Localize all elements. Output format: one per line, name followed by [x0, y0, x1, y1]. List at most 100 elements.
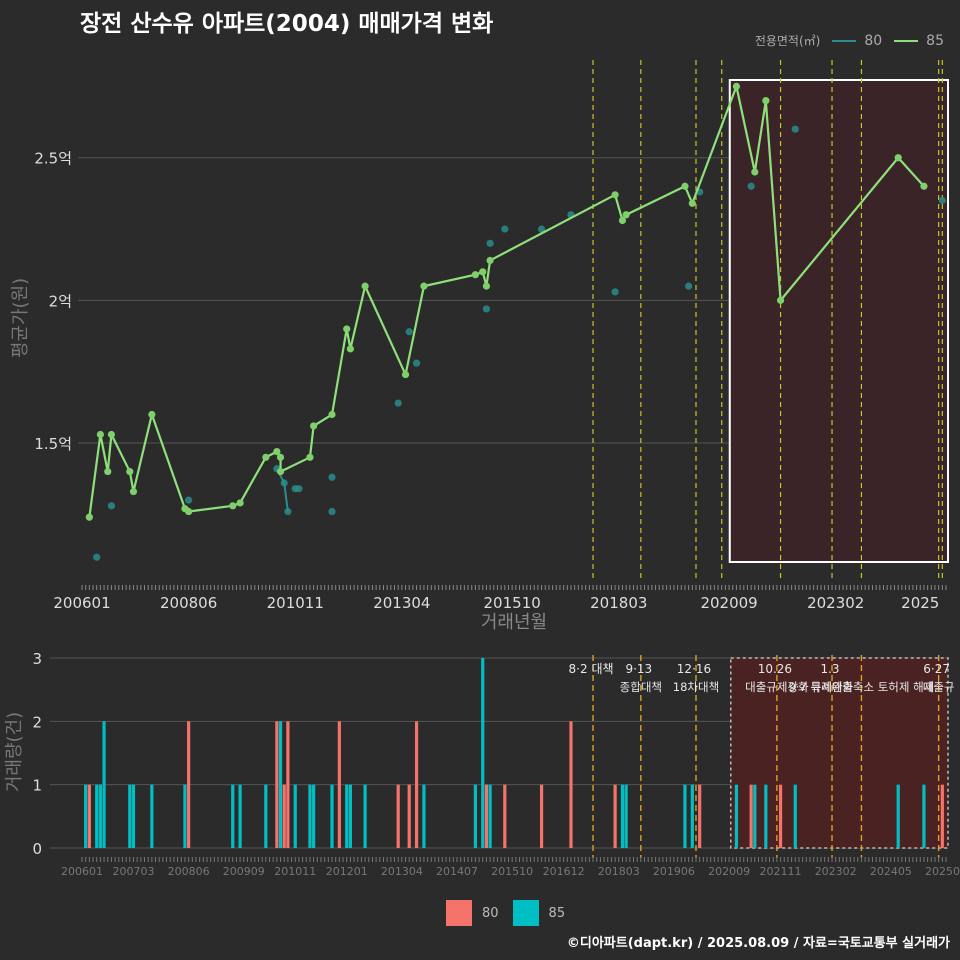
volume-bar	[484, 784, 489, 848]
highlight-box	[728, 79, 949, 563]
volume-bar	[896, 784, 900, 848]
policy-label: 1.3	[820, 662, 839, 676]
volume-bar	[473, 784, 477, 848]
legend-vol-label-80: 80	[482, 905, 499, 921]
vol-x-tick-label: 202009	[708, 865, 750, 878]
volume-bar	[128, 784, 132, 848]
vol-x-tick-label: 201201	[326, 865, 368, 878]
x-tick-label: 2025	[901, 594, 939, 612]
point-80	[93, 553, 101, 561]
point-80	[486, 239, 494, 247]
line-segment-80	[275, 468, 289, 512]
volume-bar	[87, 784, 91, 848]
vol-x-tick-label: 200806	[168, 865, 210, 878]
vol-x-tick-label: 200703	[112, 865, 154, 878]
vol-x-tick-label: 201407	[436, 865, 478, 878]
point-85	[229, 502, 237, 510]
point-85	[751, 168, 759, 176]
point-85	[776, 296, 785, 304]
point-85	[273, 448, 281, 456]
x-tick-label: 201510	[484, 594, 541, 612]
volume-bar	[98, 784, 102, 848]
point-85	[236, 499, 244, 507]
volume-bar	[396, 784, 400, 848]
legend-area-size: 전용면적(㎡) 80 85	[755, 32, 952, 49]
vol-y-tick-label: 1	[32, 777, 42, 795]
y-tick-label: 2억	[49, 292, 72, 310]
vol-x-tick-label: 201803	[598, 865, 640, 878]
chart-title: 장전 산수유 아파트(2004) 매매가격 변화	[80, 11, 494, 37]
volume-bar	[613, 784, 617, 848]
policy-label: 6·27	[923, 662, 950, 676]
policy-label-detail: 18차대책	[673, 680, 719, 694]
point-80	[938, 196, 946, 205]
legend-label-85: 85	[926, 32, 944, 49]
volume-bar	[231, 784, 235, 848]
volume-bar	[778, 784, 783, 848]
point-85	[622, 211, 630, 219]
volume-bar	[131, 784, 136, 848]
volume-bar	[503, 784, 507, 848]
vol-x-tick-label: 201304	[381, 865, 423, 878]
legend-volume: 80 85	[446, 900, 579, 926]
point-80	[394, 399, 402, 407]
point-85	[894, 154, 902, 162]
legend-swatch-80	[832, 39, 857, 42]
x-axis-title: 거래년월	[481, 612, 547, 633]
point-85	[346, 345, 354, 353]
volume-bar	[620, 784, 625, 848]
legend-box-85	[512, 900, 539, 926]
volume-bar	[187, 721, 191, 848]
vol-y-tick-label: 3	[32, 650, 42, 668]
point-85	[611, 191, 619, 199]
point-85	[361, 282, 369, 290]
vol-x-tick-label: 200601	[61, 865, 103, 878]
policy-label-detail: 종합대책	[620, 680, 662, 694]
volume-bar	[481, 658, 485, 848]
legend-vol-label-85: 85	[548, 905, 566, 921]
volume-bar	[264, 784, 268, 848]
vol-x-tick-label: 201011	[274, 865, 316, 878]
point-85	[732, 82, 741, 90]
point-85	[129, 487, 138, 496]
vol-y-axis-title: 거래량(건)	[4, 712, 25, 792]
point-85	[148, 410, 156, 419]
legend-swatch-85	[894, 39, 919, 42]
point-80	[107, 502, 116, 510]
point-80	[405, 328, 413, 336]
volume-bar	[278, 721, 283, 848]
point-85	[762, 97, 770, 105]
volume-bar	[337, 721, 341, 848]
volume-bar	[150, 784, 154, 848]
volume-bar	[488, 784, 492, 848]
point-85	[401, 370, 410, 379]
volume-bar	[238, 784, 242, 848]
volume-bar	[345, 784, 349, 848]
point-85	[185, 507, 193, 516]
point-85	[486, 256, 494, 265]
point-80	[611, 288, 619, 296]
point-85	[920, 182, 928, 190]
point-85	[96, 430, 104, 439]
price-volume-chart: 1.5억 2억 2.5억 200601 200806 201011 201304 201510…	[4, 60, 960, 878]
policy-label: 9·13	[625, 662, 652, 676]
volume-bar	[793, 784, 797, 848]
vol-x-tick-label: 201510	[491, 865, 533, 878]
policy-label-detail: 대출규	[923, 680, 955, 694]
x-tick-label: 201011	[267, 594, 324, 612]
point-85	[310, 422, 318, 430]
volume-bar	[683, 784, 687, 848]
point-85	[471, 271, 479, 279]
point-80	[328, 473, 336, 481]
vol-x-tick-label: 202405	[870, 865, 912, 878]
point-85	[104, 467, 112, 476]
vol-x-tick-label: 202111	[760, 865, 802, 878]
volume-bar	[539, 784, 544, 848]
volume-bar	[940, 784, 944, 848]
vol-y-tick-label: 2	[32, 713, 42, 731]
y-tick-label: 2.5억	[34, 150, 72, 168]
policy-label-detail: 규제완화	[811, 680, 854, 694]
point-85	[262, 453, 270, 461]
volume-bar	[348, 784, 352, 848]
